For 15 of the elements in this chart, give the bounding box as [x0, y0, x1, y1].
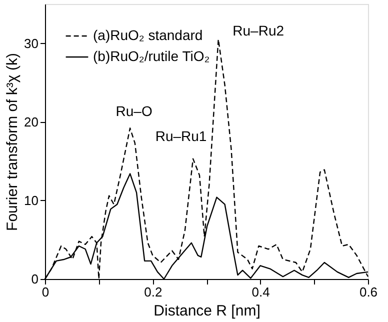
y-tick-label: 20	[24, 114, 38, 130]
x-tick-label: 0.2	[144, 284, 162, 300]
x-tick-label: 0.4	[252, 284, 270, 300]
y-axis-title: Fourier transform of k³χ (k)	[4, 53, 22, 231]
y-tick-label: 30	[24, 36, 38, 51]
annotation: Ru–O	[116, 103, 152, 120]
y-tick-label: 0	[31, 272, 38, 286]
x-tick-label: 0	[42, 284, 50, 300]
x-axis-title: Distance R [nm]	[154, 302, 260, 320]
annotation: Ru–Ru1	[155, 128, 207, 144]
y-tick-label: 10	[24, 192, 38, 208]
x-tick-label: 0.6	[359, 284, 378, 300]
legend-label: (a)RuO₂ standard	[93, 27, 203, 43]
annotation: Ru–Ru2	[232, 22, 284, 38]
legend-label: (b)RuO₂/rutile TiO₂	[93, 48, 210, 64]
